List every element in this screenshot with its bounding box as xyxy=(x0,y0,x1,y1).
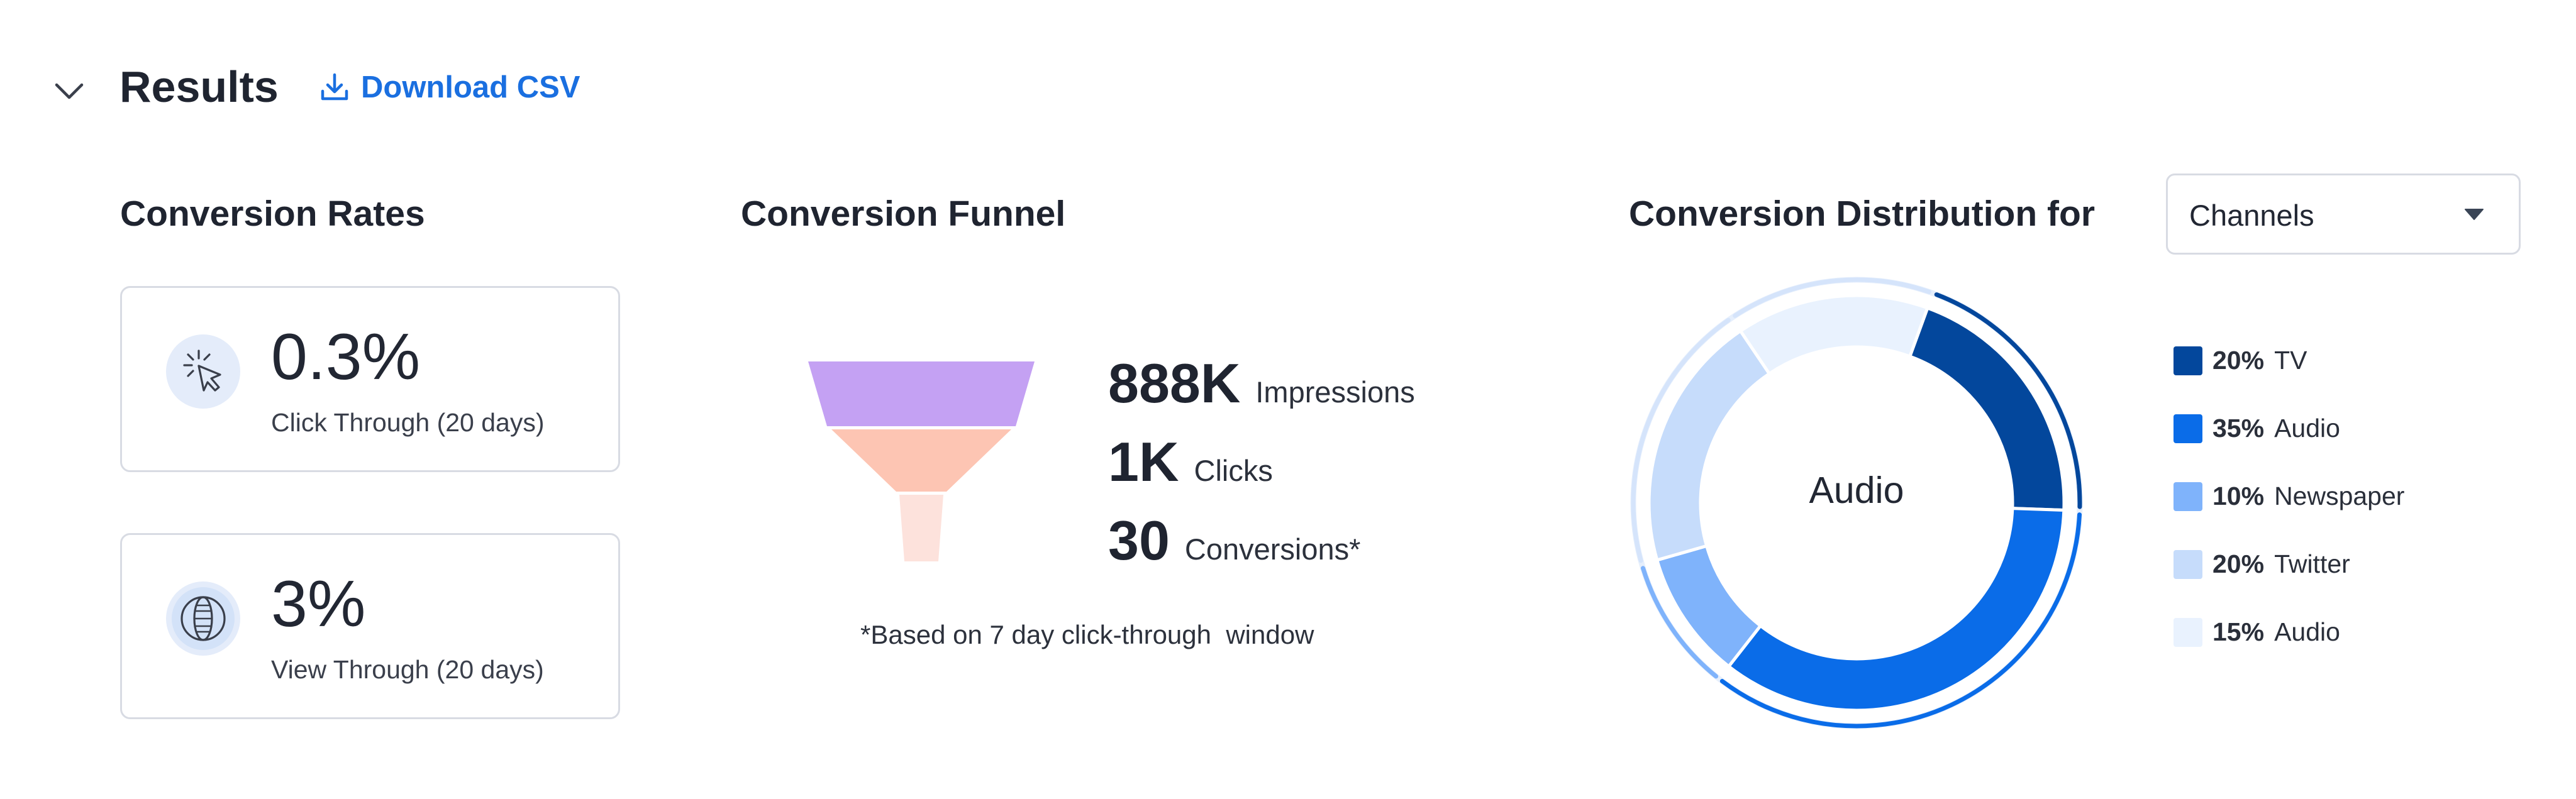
clicks-value: 1K xyxy=(1108,431,1179,493)
legend-name: Audio xyxy=(2274,617,2340,646)
conversion-rates-title: Conversion Rates xyxy=(120,194,425,234)
legend-pct: 20% xyxy=(2212,549,2265,578)
legend-item-audio: 35% Audio xyxy=(2174,414,2340,443)
donut-ring-arc-audio-2 xyxy=(1733,277,1932,318)
download-icon xyxy=(321,73,348,101)
caret-down-icon xyxy=(2465,209,2484,220)
legend-name: Audio xyxy=(2274,414,2340,443)
distribution-donut-chart xyxy=(1630,277,2083,729)
conversions-value: 30 xyxy=(1108,509,1170,571)
view-through-card: 3% View Through (20 days) xyxy=(120,533,620,719)
legend-item-tv: 20% TV xyxy=(2174,346,2307,375)
donut-slice-twitter xyxy=(1647,328,1772,563)
impressions-value: 888K xyxy=(1108,352,1241,414)
donut-ring-arc-newspaper xyxy=(1641,566,1719,679)
legend-name: TV xyxy=(2274,346,2307,375)
results-title: Results xyxy=(119,62,279,111)
conversion-funnel-title: Conversion Funnel xyxy=(741,194,1066,234)
funnel-stage-impressions xyxy=(808,361,1035,426)
download-csv-label: Download CSV xyxy=(361,70,580,104)
donut-slice-audio xyxy=(1726,507,2066,712)
legend-swatch xyxy=(2174,346,2202,375)
impressions-label: Impressions xyxy=(1255,375,1415,409)
view-through-value: 3% xyxy=(271,568,366,641)
legend-swatch xyxy=(2174,549,2202,579)
funnel-row-clicks: 1K Clicks xyxy=(1108,431,1273,493)
legend-name: Newspaper xyxy=(2274,482,2405,510)
dropdown-selected-value: Channels xyxy=(2189,199,2314,232)
funnel-row-impressions: 888K Impressions xyxy=(1108,352,1415,415)
click-through-value: 0.3% xyxy=(271,321,421,394)
view-through-label: View Through (20 days) xyxy=(271,655,544,684)
legend-swatch xyxy=(2174,617,2202,647)
donut-ring-arc-twitter xyxy=(1631,317,1731,563)
distribution-dropdown[interactable]: Channels xyxy=(2166,174,2521,255)
click-through-label: Click Through (20 days) xyxy=(271,408,545,437)
click-through-card: 0.3% Click Through (20 days) xyxy=(120,286,620,472)
donut-ring-arc-audio xyxy=(1719,512,2082,729)
legend-swatch xyxy=(2174,414,2202,443)
cursor-click-icon xyxy=(166,334,240,409)
collapse-chevron-icon[interactable] xyxy=(52,74,87,109)
donut-center-label: Audio xyxy=(1809,470,1904,511)
conversion-distribution-title: Conversion Distribution for xyxy=(1629,194,2095,234)
legend-pct: 35% xyxy=(2212,414,2265,443)
clicks-label: Clicks xyxy=(1194,454,1273,487)
legend-swatch xyxy=(2174,482,2202,511)
legend-pct: 10% xyxy=(2212,482,2265,510)
conversions-label: Conversions* xyxy=(1184,532,1361,566)
funnel-stage-clicks xyxy=(831,429,1011,492)
legend-item-audio-2: 15% Audio xyxy=(2174,617,2340,647)
legend-pct: 20% xyxy=(2212,346,2265,375)
funnel-stage-conversions xyxy=(899,495,943,561)
download-csv-button[interactable]: Download CSV xyxy=(318,68,580,107)
funnel-footnote: *Based on 7 day click-through window xyxy=(860,620,1314,649)
legend-name: Twitter xyxy=(2274,549,2350,578)
donut-slice-audio-2 xyxy=(1738,294,1930,376)
legend-item-twitter: 20% Twitter xyxy=(2174,549,2350,579)
donut-ring-arc-tv xyxy=(1934,292,2082,509)
legend-item-newspaper: 10% Newspaper xyxy=(2174,482,2404,511)
funnel-graphic xyxy=(808,361,1035,561)
legend-pct: 15% xyxy=(2212,617,2265,646)
funnel-row-conversions: 30 Conversions* xyxy=(1108,509,1360,572)
eye-globe-icon xyxy=(166,581,240,656)
